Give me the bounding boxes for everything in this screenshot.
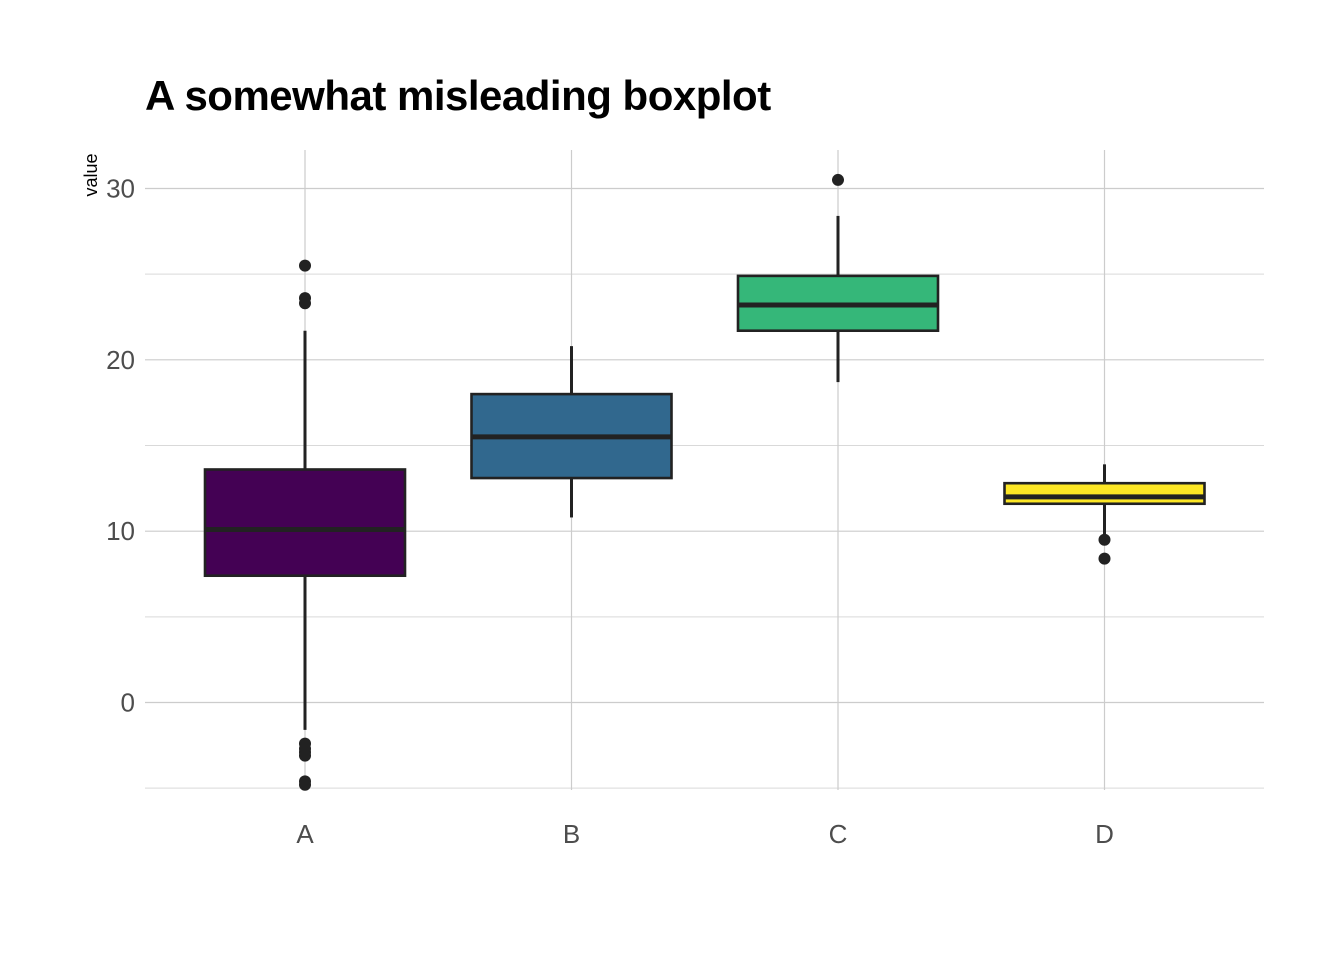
outlier-point bbox=[1098, 552, 1111, 565]
box-C bbox=[736, 173, 940, 383]
y-axis-title: value bbox=[81, 153, 101, 196]
x-tick-label: D bbox=[1095, 819, 1114, 849]
box-D bbox=[1003, 464, 1206, 565]
outlier-point bbox=[299, 749, 311, 762]
y-tick-label: 30 bbox=[106, 174, 135, 204]
x-tick-label: A bbox=[296, 819, 314, 849]
x-tick-label: C bbox=[829, 819, 848, 849]
outlier-point bbox=[832, 173, 844, 186]
y-tick-label: 10 bbox=[106, 516, 135, 546]
box-body bbox=[1003, 481, 1206, 506]
y-tick-labels: 0 10 20 30 bbox=[106, 174, 135, 718]
box-B bbox=[470, 346, 673, 518]
outlier-point bbox=[1098, 533, 1111, 546]
box-body bbox=[203, 468, 407, 578]
x-tick-labels: A B C D bbox=[296, 819, 1114, 849]
y-tick-label: 20 bbox=[106, 345, 135, 375]
box-series bbox=[203, 173, 1206, 791]
outlier-point bbox=[299, 297, 311, 310]
x-tick-label: B bbox=[563, 819, 580, 849]
chart-title: A somewhat misleading boxplot bbox=[145, 72, 771, 119]
box-A bbox=[203, 259, 407, 791]
outlier-point bbox=[299, 778, 311, 791]
y-tick-label: 0 bbox=[121, 688, 135, 718]
outlier-point bbox=[299, 259, 311, 272]
